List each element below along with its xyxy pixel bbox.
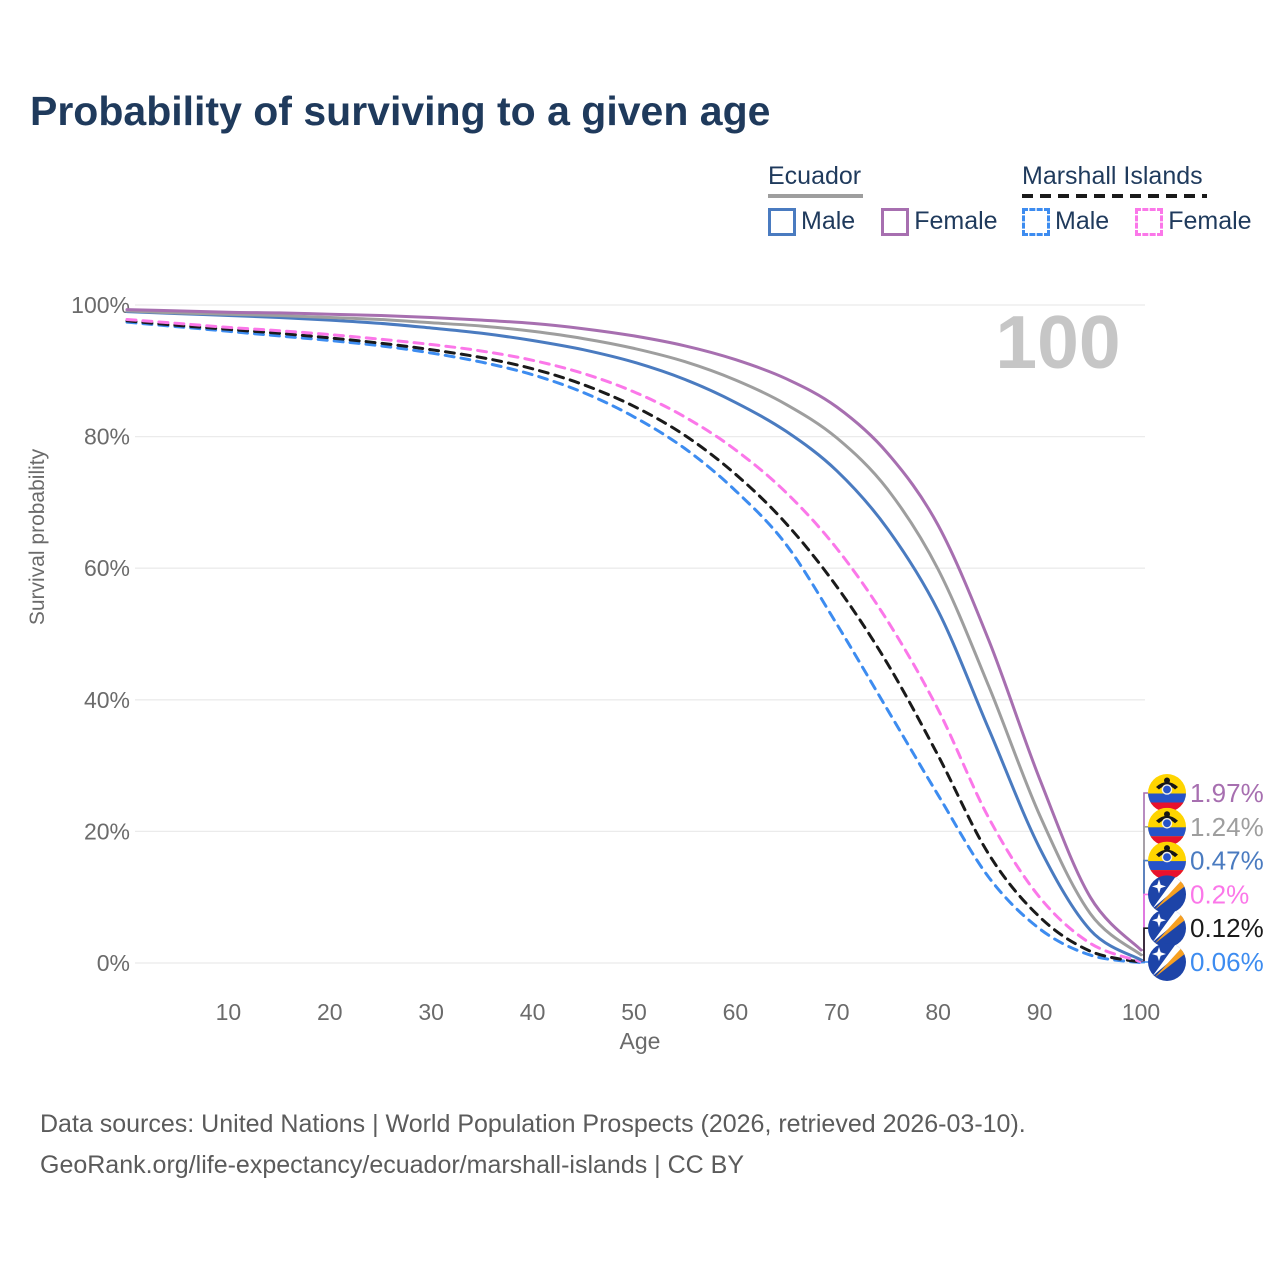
marshall-islands-flag-icon (1148, 909, 1187, 949)
end-label-leader-line (1141, 792, 1149, 951)
legend-underline-ecuador (768, 194, 863, 198)
end-label-value: 0.12% (1190, 913, 1264, 943)
series-curve-marshall-islands-female[interactable] (125, 318, 1143, 964)
legend-group-title-ecuador: Ecuador (768, 162, 862, 190)
legend-swatch-ecuador-female-icon[interactable] (881, 207, 910, 236)
series-curve-ecuador-female[interactable] (125, 308, 1143, 952)
y-tick-label: 60% (84, 555, 130, 581)
y-tick-label: 40% (84, 687, 130, 713)
x-tick-label: 10 (216, 999, 242, 1025)
end-label-leader-line (1141, 825, 1149, 956)
x-tick-label: 90 (1027, 999, 1053, 1025)
end-label-value: 1.97% (1190, 778, 1264, 808)
x-tick-label: 50 (621, 999, 647, 1025)
legend-item-marshall-male[interactable]: Male (1022, 207, 1109, 236)
marshall-islands-flag-icon (1148, 943, 1187, 983)
y-tick-label: 20% (84, 818, 130, 844)
x-tick-label: 70 (824, 999, 850, 1025)
legend-group-title-marshall: Marshall Islands (1022, 162, 1203, 190)
y-axis-title: Survival probability (26, 448, 49, 625)
x-tick-label: 100 (1122, 999, 1160, 1025)
watermark-age-100: 100 (995, 300, 1120, 384)
legend-label-marshall-male[interactable]: Male (1055, 207, 1110, 235)
x-tick-label: 40 (520, 999, 546, 1025)
legend-swatch-ecuador-male-icon[interactable] (768, 207, 796, 236)
series-curve-marshall-islands-male[interactable] (125, 320, 1143, 965)
ecuador-flag-icon (1148, 774, 1186, 812)
x-axis-title: Age (620, 1028, 661, 1054)
y-tick-label: 0% (97, 950, 130, 976)
legend-swatch-marshall-male-icon[interactable] (1022, 207, 1050, 236)
legend-item-ecuador-female[interactable]: Female (881, 207, 998, 236)
x-tick-label: 60 (723, 999, 749, 1025)
x-tick-label: 30 (418, 999, 444, 1025)
y-tick-label: 80% (84, 424, 130, 450)
end-label-value: 0.2% (1190, 879, 1249, 909)
legend-underline-marshall (1022, 194, 1207, 198)
end-label-leader-line (1141, 859, 1149, 961)
legend-item-marshall-female[interactable]: Female (1135, 207, 1252, 236)
ecuador-flag-icon (1148, 808, 1186, 846)
legend-label-ecuador-male[interactable]: Male (801, 207, 856, 235)
legend-label-marshall-female[interactable]: Female (1168, 207, 1252, 235)
legend-item-ecuador-male[interactable]: Male (768, 207, 855, 236)
legend-swatch-marshall-female-icon[interactable] (1135, 207, 1164, 236)
footer: Data sources: United Nations | World Pop… (40, 1104, 1026, 1186)
x-tick-label: 20 (317, 999, 343, 1025)
end-label-value: 1.24% (1190, 812, 1264, 842)
series-curve-ecuador-both-sexes[interactable] (125, 309, 1143, 957)
series-curve-ecuador-male[interactable] (125, 310, 1143, 962)
y-tick-label: 100% (71, 292, 130, 318)
end-label-leader-line (1141, 961, 1149, 964)
footer-link-line: GeoRank.org/life-expectancy/ecuador/mars… (40, 1151, 745, 1179)
series-curve-marshall-islands-both-sexes[interactable] (125, 319, 1143, 964)
end-label-value: 0.06% (1190, 947, 1264, 977)
page-title: Probability of surviving to a given age (30, 88, 771, 134)
end-label-value: 0.47% (1190, 846, 1264, 876)
x-tick-label: 80 (925, 999, 951, 1025)
legend-label-ecuador-female[interactable]: Female (914, 207, 998, 235)
footer-sources-line: Data sources: United Nations | World Pop… (40, 1110, 1026, 1138)
legend-group-marshall: Marshall Islands Male Female (1022, 162, 1252, 236)
legend-group-ecuador: Ecuador Male Female (768, 162, 998, 236)
end-label-leader-line (1141, 927, 1149, 964)
ecuador-flag-icon (1148, 842, 1186, 880)
marshall-islands-flag-icon (1148, 875, 1187, 915)
legend: Ecuador Male Female Marshall Islands Mal… (0, 162, 1280, 242)
